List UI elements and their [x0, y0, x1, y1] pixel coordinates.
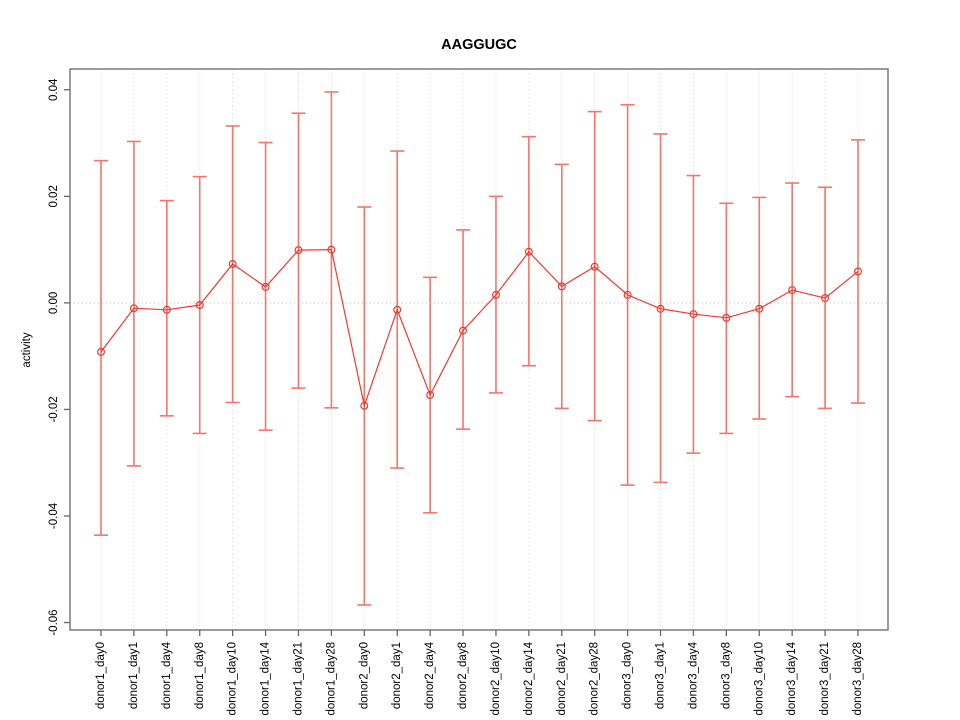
x-tick-label: donor2_day21	[556, 642, 568, 716]
x-tick-label: donor2_day28	[589, 642, 601, 716]
x-tick-label: donor1_day14	[260, 641, 272, 715]
x-tick-label: donor3_day0	[622, 642, 634, 709]
error-bar	[456, 229, 471, 430]
data-point	[129, 304, 138, 313]
gridlines	[100, 69, 859, 630]
data-point	[755, 304, 764, 313]
data-point	[162, 305, 171, 314]
data-point	[788, 286, 797, 295]
data-point	[426, 391, 435, 400]
x-tick-label: donor2_day0	[358, 642, 370, 709]
data-point	[590, 262, 599, 271]
data-point	[195, 301, 204, 310]
y-tick-label: -0.04	[48, 502, 60, 529]
y-tick-label: -0.02	[48, 396, 60, 422]
data-point	[327, 245, 336, 254]
data-point	[294, 246, 303, 255]
data-point	[360, 401, 369, 410]
x-tick-label: donor1_day0	[95, 642, 107, 709]
data-point	[722, 313, 731, 322]
data-point	[393, 305, 402, 314]
x-tick-label: donor1_day10	[227, 642, 239, 716]
x-tick-label: donor1_day8	[194, 642, 206, 709]
x-tick-label: donor3_day28	[852, 642, 864, 716]
chart-title: AAGGUGC	[441, 37, 517, 53]
y-tick-label: -0.06	[48, 609, 60, 635]
x-tick-label: donor3_day1	[655, 642, 667, 709]
error-bar	[126, 140, 141, 467]
x-tick-label: donor2_day1	[391, 642, 403, 709]
x-tick-label: donor3_day4	[687, 641, 699, 709]
x-tick-label: donor3_day8	[720, 642, 732, 709]
y-axis: -0.06 -0.04 -0.02 0.00 0.02 0.04	[48, 78, 70, 636]
data-point	[557, 282, 566, 291]
data-point	[689, 310, 698, 319]
data-point	[261, 282, 270, 291]
series-polyline	[100, 248, 859, 408]
x-tick-label: donor3_day10	[753, 642, 765, 716]
x-tick-label: donor1_day4	[161, 641, 173, 709]
data-point	[491, 290, 500, 299]
error-bars	[94, 91, 865, 606]
x-tick-label: donor3_day14	[786, 641, 798, 715]
x-tick-label: donor1_day21	[293, 642, 305, 716]
x-tick-label: donor1_day1	[128, 642, 140, 709]
y-tick-label: 0.02	[48, 185, 60, 207]
x-tick-label: donor2_day10	[490, 642, 502, 716]
error-bar	[159, 199, 174, 417]
data-point	[656, 304, 665, 313]
series-line	[100, 248, 859, 408]
plot-border	[69, 68, 889, 631]
x-tick-label: donor1_day28	[325, 642, 337, 716]
data-point	[96, 347, 105, 356]
data-points	[96, 245, 862, 410]
y-tick-label: 0.04	[48, 78, 60, 101]
y-axis-title: activity	[21, 332, 33, 367]
data-point	[524, 247, 533, 256]
y-tick-label: 0.00	[48, 292, 60, 314]
x-axis: donor1_day0 donor1_day1 donor1_day4 donor1_…	[95, 630, 864, 716]
data-point	[853, 267, 862, 276]
x-tick-label: donor3_day21	[819, 642, 831, 716]
x-tick-label: donor2_day14	[523, 641, 535, 715]
x-tick-label: donor2_day4	[424, 641, 436, 709]
data-point	[228, 259, 237, 268]
data-point	[623, 290, 632, 299]
x-tick-label: donor2_day8	[457, 642, 469, 709]
data-point	[459, 326, 468, 335]
data-point	[821, 294, 830, 303]
plot-box	[69, 68, 889, 631]
